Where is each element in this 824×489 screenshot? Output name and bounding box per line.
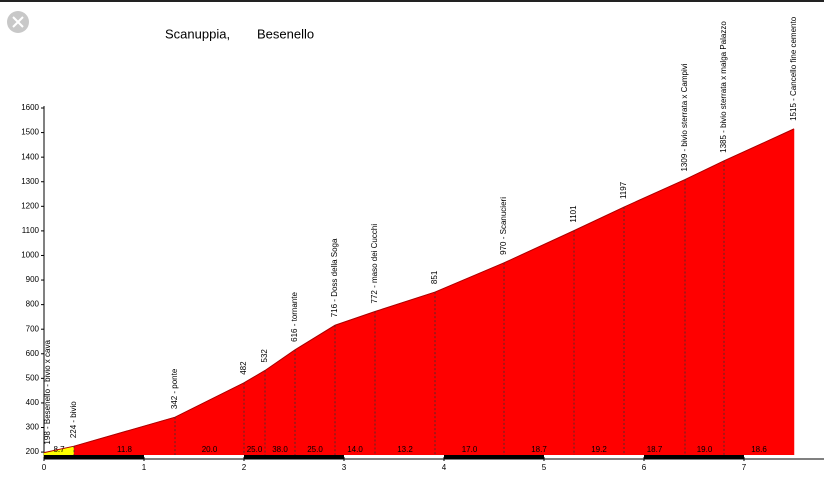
y-tick-label: 1000 <box>21 251 39 260</box>
area-segment <box>434 262 505 458</box>
x-tick-label: 3 <box>342 463 347 472</box>
gradient-label: 18.7 <box>647 445 663 454</box>
area-segment <box>684 160 725 458</box>
y-tick-label: 1200 <box>21 201 39 210</box>
km-strip <box>144 455 244 459</box>
gradient-label: 38.0 <box>272 445 288 454</box>
point-label: 342 - ponte <box>170 368 179 409</box>
x-tick-label: 5 <box>542 463 547 472</box>
gradient-label: 25.0 <box>307 445 323 454</box>
y-tick-label: 1100 <box>22 226 40 235</box>
y-tick-label: 700 <box>26 324 40 333</box>
point-label: 224 - bivio <box>69 401 78 438</box>
y-tick-label: 900 <box>26 275 40 284</box>
close-button[interactable] <box>7 11 29 33</box>
km-strip <box>244 455 344 459</box>
area-segment <box>503 230 575 458</box>
point-label: 1197 <box>619 181 628 199</box>
point-label: 970 - Scanucieri <box>499 197 508 255</box>
gradient-label: 25.0 <box>247 445 263 454</box>
gradient-label: 14.0 <box>347 445 363 454</box>
y-tick-label: 500 <box>26 373 40 382</box>
gradient-label: 18.7 <box>531 445 547 454</box>
point-label: 1515 - Cancello fine cemento <box>789 16 798 121</box>
area-segment <box>243 370 266 458</box>
point-label: 716 - Doss della Soga <box>330 238 339 317</box>
area-segment <box>264 349 296 458</box>
top-border <box>0 0 824 2</box>
km-strip <box>444 455 544 459</box>
km-strip <box>44 455 144 459</box>
chart-title: Scanuppia, <box>165 26 230 41</box>
area-segment <box>723 128 795 458</box>
point-label: 772 - maso dei Cucchi <box>370 224 379 304</box>
y-tick-label: 1600 <box>21 103 39 112</box>
gradient-label: 13.2 <box>397 445 413 454</box>
km-strip <box>744 455 824 459</box>
y-tick-label: 1300 <box>21 177 39 186</box>
y-tick-label: 200 <box>26 447 40 456</box>
gradient-label: 20.0 <box>202 445 218 454</box>
y-tick-label: 600 <box>26 349 40 358</box>
chart-subtitle: Besenello <box>257 26 314 41</box>
point-label: 532 <box>260 349 269 363</box>
y-tick-label: 1500 <box>21 128 39 137</box>
gradient-label: 19.2 <box>591 445 607 454</box>
x-tick-label: 2 <box>242 463 247 472</box>
area-segment <box>623 179 686 458</box>
x-tick-label: 6 <box>642 463 647 472</box>
point-label: 616 - tornante <box>290 291 299 341</box>
point-label: 1309 - bivio sterrata x Campivi <box>680 63 689 171</box>
km-strip <box>344 455 444 459</box>
gradient-label: 11.8 <box>117 445 133 454</box>
y-tick-label: 300 <box>26 423 40 432</box>
x-tick-label: 7 <box>742 463 747 472</box>
x-tick-label: 0 <box>42 463 47 472</box>
y-tick-label: 400 <box>26 398 40 407</box>
x-tick-label: 4 <box>442 463 447 472</box>
area-segment <box>294 324 336 458</box>
point-label: 1101 <box>569 205 578 223</box>
x-tick-label: 1 <box>142 463 147 472</box>
profile-line <box>43 128 795 454</box>
gradient-label: 19.0 <box>697 445 713 454</box>
km-strip <box>644 455 744 459</box>
km-strip <box>544 455 644 459</box>
area-segment <box>374 291 436 458</box>
y-tick-label: 1400 <box>21 152 39 161</box>
area-segment <box>573 206 625 458</box>
point-label: 851 <box>430 270 439 284</box>
gradient-label: 17.0 <box>462 445 478 454</box>
y-tick-label: 800 <box>26 300 40 309</box>
point-label: 1385 - bivio sterrata x malga Palazzo <box>719 21 728 153</box>
area-segment <box>334 311 376 458</box>
point-label: 198 - Besenello - bivio x cava <box>43 340 52 445</box>
point-label: 482 <box>239 361 248 375</box>
close-icon[interactable] <box>12 16 24 28</box>
gradient-label: 18.6 <box>751 445 767 454</box>
